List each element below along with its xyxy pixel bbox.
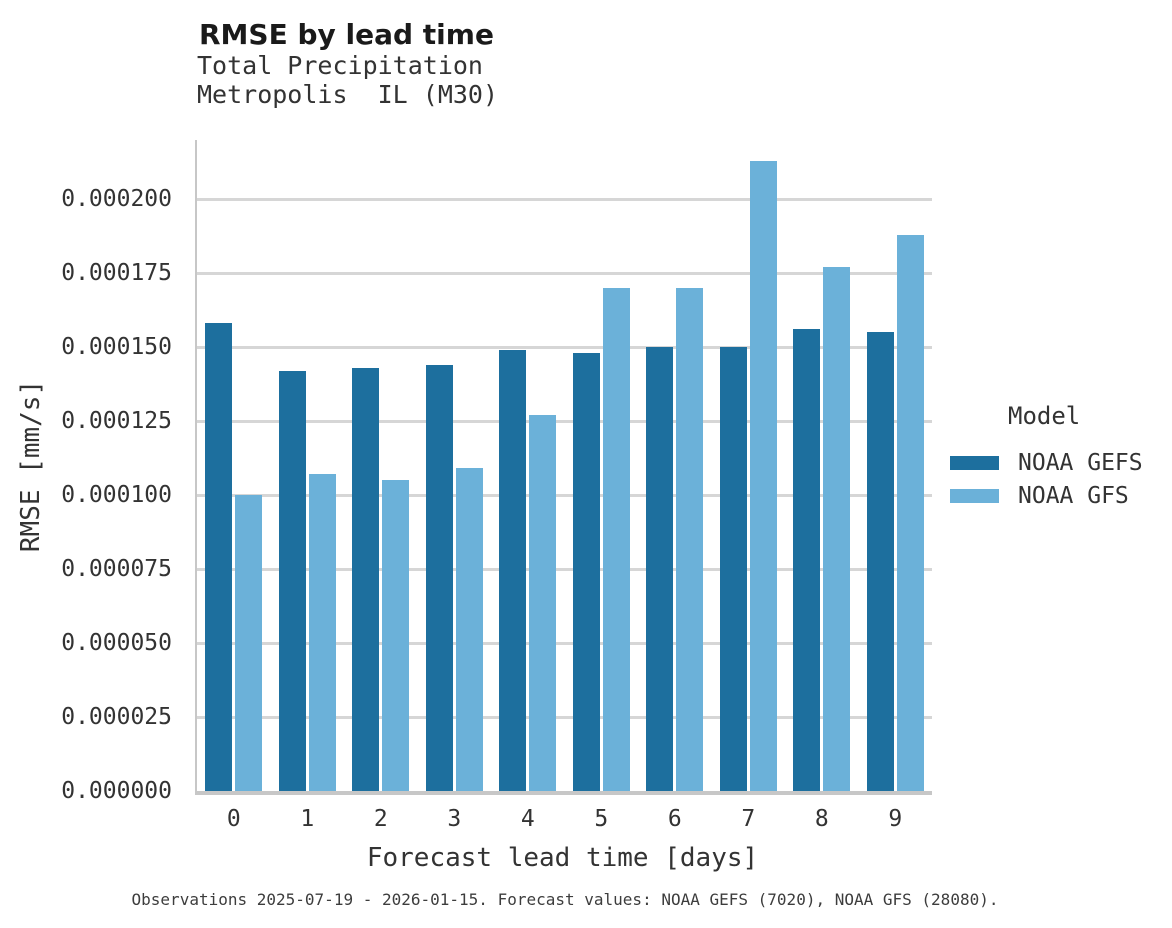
legend-entry-noaa-gefs: NOAA GEFS [950, 446, 1143, 479]
x-tick-labels: 0 1 2 3 4 5 6 7 8 9 [197, 805, 932, 837]
gridline-y-0.000025 [197, 715, 932, 719]
x-tick-label-0: 0 [226, 806, 241, 832]
bar-noaa-gfs-lead-0 [235, 495, 263, 791]
x-tick-label-6: 6 [667, 806, 682, 832]
x-tick-label-9: 9 [888, 806, 903, 832]
x-tick-label-4: 4 [520, 806, 535, 832]
bar-noaa-gefs-lead-0 [205, 323, 233, 791]
bar-noaa-gfs-lead-3 [455, 468, 483, 791]
gridline-y-0.000075 [197, 567, 932, 571]
gridline-y-0.000050 [197, 641, 932, 645]
bar-noaa-gefs-lead-7 [719, 347, 747, 791]
gridline-y-0.000100 [197, 493, 932, 497]
chart-title: RMSE by lead time [199, 18, 494, 51]
bar-noaa-gfs-lead-6 [676, 287, 704, 791]
bar-noaa-gefs-lead-9 [866, 332, 894, 791]
y-tick-labels: 0.000000 0.000025 0.000050 0.000075 0.000100… [0, 140, 172, 804]
y-tick-label-0.000100: 0.000100 [61, 482, 172, 509]
bar-noaa-gfs-lead-8 [823, 267, 851, 791]
subtitle-line-location: Metropolis IL (M30) [197, 80, 499, 109]
x-axis-title: Forecast lead time [days] [366, 843, 759, 873]
bar-noaa-gefs-lead-2 [352, 367, 380, 791]
x-tick-label-8: 8 [814, 806, 829, 832]
bar-noaa-gefs-lead-6 [646, 347, 674, 791]
legend-label: NOAA GEFS [1018, 449, 1143, 476]
bar-noaa-gfs-lead-9 [896, 234, 924, 791]
gridline-y-0.000150 [197, 345, 932, 349]
bar-noaa-gfs-lead-1 [308, 474, 336, 791]
legend-entries: NOAA GEFS NOAA GFS [950, 446, 1143, 512]
bar-noaa-gefs-lead-8 [793, 329, 821, 791]
legend-label: NOAA GFS [1018, 482, 1129, 509]
gridline-y-0.000175 [197, 271, 932, 275]
subtitle-line-variable: Total Precipitation [197, 51, 483, 80]
caption: Observations 2025-07-19 - 2026-01-15. Fo… [131, 890, 999, 909]
legend: Model NOAA GEFS NOAA GFS [950, 402, 1143, 512]
x-tick-label-5: 5 [594, 806, 609, 832]
y-tick-label-0.000175: 0.000175 [61, 260, 172, 287]
y-tick-label-0.000125: 0.000125 [61, 408, 172, 435]
gridline-y-0.000200 [197, 197, 932, 201]
y-tick-label-0.000000: 0.000000 [61, 778, 172, 804]
plot-area [195, 140, 932, 795]
bar-noaa-gfs-lead-4 [529, 415, 557, 791]
bar-noaa-gefs-lead-5 [572, 353, 600, 791]
x-tick-label-1: 1 [300, 806, 315, 832]
chart-subtitle: Total Precipitation Metropolis IL (M30) [197, 51, 498, 109]
bar-noaa-gfs-lead-5 [602, 287, 630, 791]
y-tick-label-0.000150: 0.000150 [61, 334, 172, 361]
legend-swatch-icon [950, 488, 999, 503]
y-tick-label-0.000025: 0.000025 [61, 704, 172, 731]
x-tick-label-3: 3 [447, 806, 462, 832]
bar-noaa-gfs-lead-2 [382, 480, 410, 791]
gridline-y-0.000125 [197, 419, 932, 423]
legend-title: Model [1008, 402, 1081, 430]
legend-swatch-icon [950, 455, 999, 470]
x-tick-label-2: 2 [373, 806, 388, 832]
bar-noaa-gefs-lead-3 [425, 364, 453, 791]
bar-noaa-gfs-lead-7 [749, 160, 777, 791]
x-tick-label-7: 7 [741, 806, 756, 832]
y-tick-label-0.000200: 0.000200 [61, 186, 172, 213]
y-tick-label-0.000075: 0.000075 [61, 556, 172, 583]
bar-noaa-gefs-lead-1 [278, 370, 306, 791]
bar-noaa-gefs-lead-4 [499, 350, 527, 791]
legend-entry-noaa-gfs: NOAA GFS [950, 479, 1143, 512]
y-tick-label-0.000050: 0.000050 [61, 630, 172, 657]
